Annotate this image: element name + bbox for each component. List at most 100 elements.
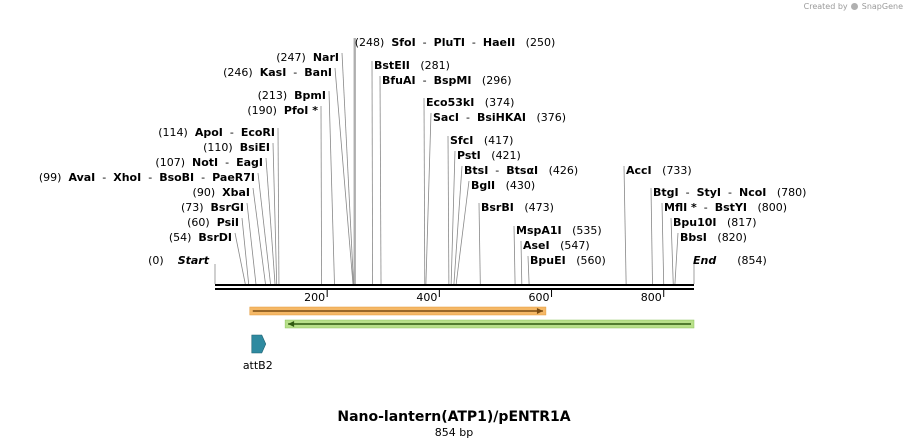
enzyme-name: PluTI xyxy=(434,36,465,49)
enzyme-position: (473) xyxy=(514,201,554,214)
separator: - xyxy=(223,126,241,139)
enzyme-name: BstEII xyxy=(374,59,410,72)
cut-line xyxy=(425,112,432,285)
cut-line xyxy=(234,232,246,285)
enzyme-name: BsrDI xyxy=(198,231,232,244)
enzyme-row: MflI * - BstYI (800) xyxy=(664,201,787,214)
enzyme-row: BstEII (281) xyxy=(374,59,450,72)
cut-line xyxy=(447,135,450,285)
credit-prefix: Created by xyxy=(803,2,848,11)
enzyme-row: BglI (430) xyxy=(471,179,535,192)
enzyme-row: MspA1I (535) xyxy=(516,224,602,237)
start-position: (0) xyxy=(148,254,178,267)
enzyme-position: (560) xyxy=(566,254,606,267)
enzyme-row: (246) KasI - BanI xyxy=(223,66,332,79)
cut-line xyxy=(670,217,674,285)
enzyme-position: (780) xyxy=(766,186,806,199)
enzyme-name: MflI * xyxy=(664,201,697,214)
separator: - xyxy=(416,36,434,49)
enzyme-name: HaeII xyxy=(483,36,515,49)
enzyme-row: (54) BsrDI xyxy=(169,231,232,244)
cut-line xyxy=(341,52,354,285)
enzyme-position: (250) xyxy=(515,36,555,49)
enzyme-name: MspA1I xyxy=(516,224,562,237)
enzyme-labels: (248) SfoI - PluTI - HaeII (250) (247) Na… xyxy=(39,36,807,267)
enzyme-position: (417) xyxy=(473,134,513,147)
enzyme-name: PstI xyxy=(457,149,481,162)
cut-line xyxy=(257,172,271,285)
separator: - xyxy=(488,164,506,177)
enzyme-name: BsrGI xyxy=(211,201,244,214)
end-label: End (854) xyxy=(693,254,767,267)
attb2-arrow-icon[interactable] xyxy=(251,334,267,354)
enzyme-row: (110) BsiEI xyxy=(203,141,270,154)
enzyme-row: PstI (421) xyxy=(457,149,521,162)
separator: - xyxy=(141,171,159,184)
cut-line xyxy=(277,127,280,285)
cut-line xyxy=(453,165,463,285)
enzyme-position: (421) xyxy=(481,149,521,162)
enzyme-position: (247) xyxy=(276,51,313,64)
enzyme-name: BsiEI xyxy=(240,141,270,154)
ruler-tick-label: 800 xyxy=(641,291,662,304)
cut-line xyxy=(520,240,523,285)
enzyme-name: PaeR7I xyxy=(212,171,255,184)
cut-line xyxy=(371,60,374,285)
enzyme-name: NotI xyxy=(192,156,218,169)
enzyme-name: BanI xyxy=(304,66,332,79)
attb2-label: attB2 xyxy=(243,359,273,372)
enzyme-row: (114) ApoI - EcoRI xyxy=(158,126,275,139)
enzyme-position: (246) xyxy=(223,66,260,79)
start-label: (0) Start xyxy=(148,254,210,267)
enzyme-name: BspMI xyxy=(434,74,472,87)
enzyme-name: BfuAI xyxy=(382,74,416,87)
end-name: End xyxy=(693,254,716,267)
separator: - xyxy=(721,186,739,199)
enzyme-name: PsiI xyxy=(217,216,239,229)
enzyme-position: (535) xyxy=(562,224,602,237)
enzyme-name: BsoBI xyxy=(159,171,194,184)
enzyme-name: BsiHKAI xyxy=(477,111,526,124)
enzyme-name: XhoI xyxy=(113,171,141,184)
separator: - xyxy=(194,171,212,184)
enzyme-name: SacI xyxy=(433,111,459,124)
enzyme-name: BtgI xyxy=(653,186,679,199)
enzyme-name: EcoRI xyxy=(241,126,275,139)
cut-line xyxy=(527,255,530,285)
enzyme-row: (248) SfoI - PluTI - HaeII (250) xyxy=(355,36,556,49)
credit: Created by SnapGene xyxy=(804,2,903,11)
cut-line xyxy=(623,165,627,285)
enzyme-name: Eco53kI xyxy=(426,96,474,109)
enzyme-position: (99) xyxy=(39,171,69,184)
enzyme-name: AseI xyxy=(523,239,550,252)
ruler-tick-label: 400 xyxy=(416,291,437,304)
cut-line xyxy=(478,202,481,285)
enzyme-row: SacI - BsiHKAI (376) xyxy=(433,111,566,124)
enzyme-position: (248) xyxy=(355,36,392,49)
cut-line xyxy=(334,67,354,285)
orange-feature-arrow-icon xyxy=(536,308,543,314)
enzyme-position: (281) xyxy=(410,59,450,72)
enzyme-row: BtsI - BtsαI (426) xyxy=(464,164,578,177)
enzyme-position: (733) xyxy=(652,164,692,177)
snapgene-logo-icon xyxy=(851,3,859,10)
enzyme-name: BtsI xyxy=(464,164,488,177)
enzyme-row: BbsI (820) xyxy=(680,231,747,244)
enzyme-name: NarI xyxy=(313,51,339,64)
separator: - xyxy=(218,156,236,169)
enzyme-name: EagI xyxy=(236,156,263,169)
ruler-tick-label: 200 xyxy=(304,291,325,304)
enzyme-position: (54) xyxy=(169,231,199,244)
enzyme-position: (213) xyxy=(258,89,295,102)
cut-line xyxy=(252,187,266,285)
separator: - xyxy=(679,186,697,199)
cut-line xyxy=(513,225,516,285)
enzyme-row: (213) BpmI xyxy=(258,89,326,102)
cut-line xyxy=(450,150,456,285)
cut-line xyxy=(674,232,679,285)
enzyme-position: (430) xyxy=(495,179,535,192)
features: attB2 xyxy=(243,306,695,372)
enzyme-position: (426) xyxy=(538,164,578,177)
cut-line xyxy=(328,90,335,285)
